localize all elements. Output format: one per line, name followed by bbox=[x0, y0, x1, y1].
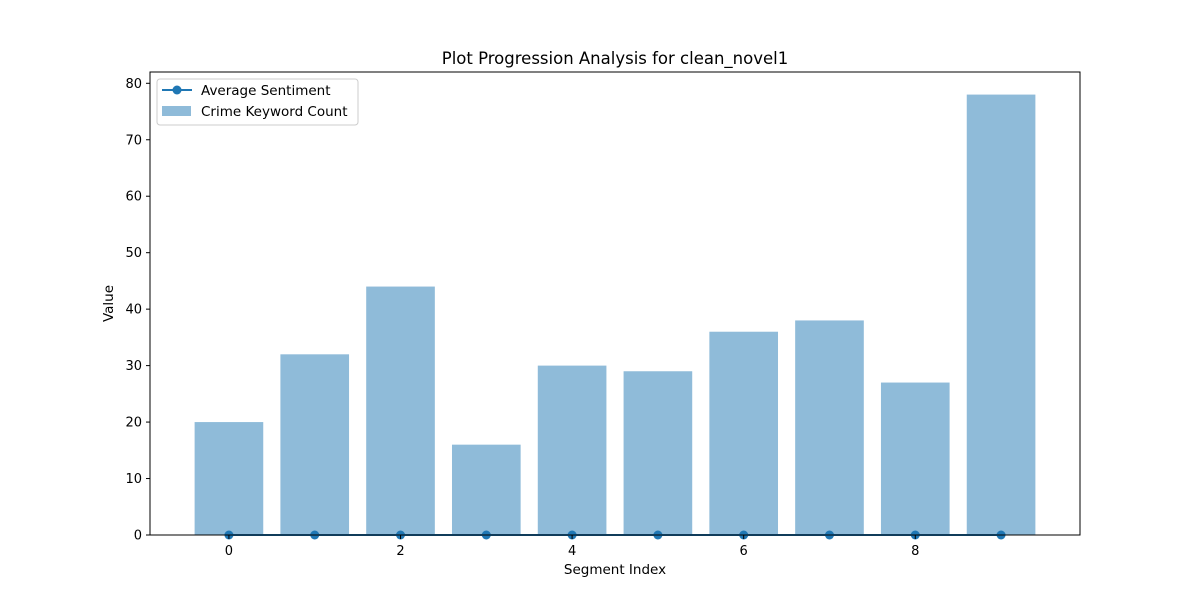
x-tick-label: 8 bbox=[911, 544, 919, 559]
bar-segment-0 bbox=[194, 422, 264, 535]
x-tick-label: 2 bbox=[396, 544, 404, 559]
legend-label-crime-keyword-count: Crime Keyword Count bbox=[201, 104, 348, 120]
x-axis-label: Segment Index bbox=[564, 562, 666, 578]
y-tick-label: 50 bbox=[125, 246, 142, 261]
bar-segment-6 bbox=[709, 331, 779, 535]
x-tick-label: 6 bbox=[740, 544, 748, 559]
bar-segment-2 bbox=[366, 286, 435, 535]
bar-segment-7 bbox=[795, 320, 864, 535]
legend-box bbox=[156, 78, 359, 126]
bar-segment-4 bbox=[537, 365, 607, 535]
x-axis-ticks: 0 2 4 6 8 bbox=[225, 535, 919, 559]
legend: Average Sentiment Crime Keyword Count bbox=[156, 78, 359, 126]
plot-area-frame bbox=[149, 71, 1081, 536]
x-tick-label: 4 bbox=[568, 544, 576, 559]
legend-marker-icon bbox=[172, 85, 182, 95]
y-tick-label: 30 bbox=[125, 359, 142, 374]
y-tick-label: 80 bbox=[125, 77, 142, 92]
y-tick-label: 20 bbox=[125, 416, 142, 431]
y-tick-label: 60 bbox=[125, 190, 142, 205]
y-axis-ticks: 0 10 20 30 40 50 60 70 80 bbox=[125, 77, 150, 544]
y-axis-label: Value bbox=[101, 285, 117, 322]
bar-segment-9 bbox=[966, 94, 1036, 536]
bar-segment-5 bbox=[623, 371, 693, 535]
bars-layer bbox=[194, 94, 1036, 536]
y-tick-label: 10 bbox=[125, 472, 142, 487]
chart-title: Plot Progression Analysis for clean_nove… bbox=[442, 49, 788, 69]
x-tick-label: 0 bbox=[225, 544, 233, 559]
bar-segment-8 bbox=[880, 382, 950, 535]
y-tick-label: 0 bbox=[134, 529, 142, 544]
y-tick-label: 40 bbox=[125, 303, 142, 318]
y-tick-label: 70 bbox=[125, 133, 142, 148]
legend-label-average-sentiment: Average Sentiment bbox=[201, 83, 331, 99]
bar-segment-3 bbox=[451, 444, 521, 535]
bar-segment-1 bbox=[280, 354, 350, 535]
legend-bar-swatch bbox=[162, 106, 191, 116]
